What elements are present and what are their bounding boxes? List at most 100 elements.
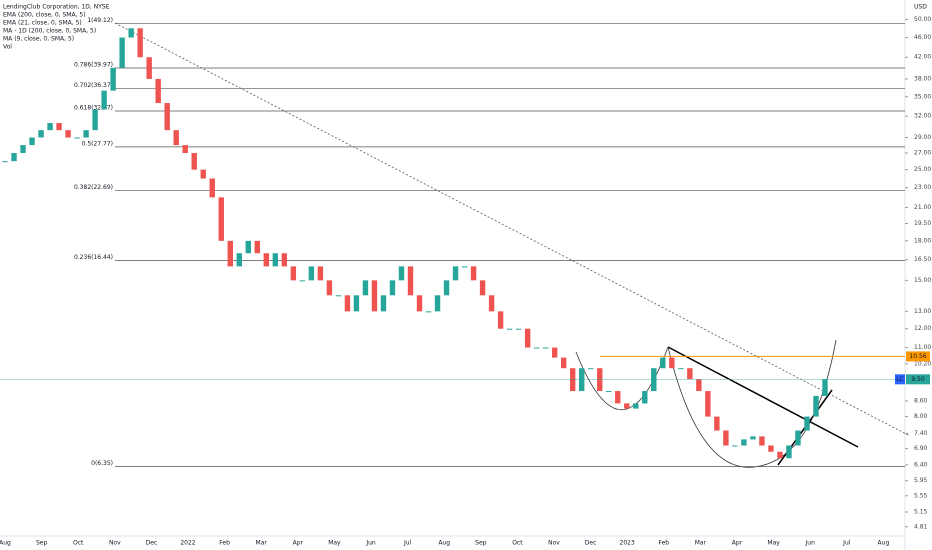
x-tick-label: Feb [658, 540, 669, 547]
candle-body [281, 253, 288, 267]
y-tick-label: 5.15 [914, 508, 928, 515]
candle-body [326, 280, 333, 296]
candle-body [92, 109, 98, 131]
trend-line [667, 346, 859, 448]
candle-body [290, 266, 297, 281]
fib-label: 0(6.35) [91, 460, 113, 467]
candle-body [443, 280, 450, 296]
candle-body [308, 266, 315, 281]
x-tick-label: Sep [475, 540, 487, 547]
candle-body [777, 451, 783, 459]
x-tick-label: Apr [293, 540, 304, 547]
candle-body [209, 178, 215, 198]
candle-body [11, 152, 17, 162]
candle-body [83, 130, 89, 138]
candle-body [2, 161, 8, 163]
currency: USD [914, 4, 927, 11]
price-axis: 50.00 46.00 42.00 38.00 35.00 32.00 29.00 27.00… [905, 16, 931, 530]
fib-label: 0.702(36.37) [74, 82, 113, 89]
candle-body [633, 403, 639, 409]
candle-body [56, 123, 62, 131]
y-tick-label: 6.90 [914, 445, 928, 452]
x-tick-label: Jun [365, 540, 376, 547]
x-tick-label: Oct [73, 540, 84, 547]
candle-body [515, 328, 522, 330]
x-tick-label: 2023 [620, 540, 635, 547]
x-tick-label: Jun [805, 540, 816, 547]
candle-body [678, 368, 684, 370]
x-tick-label: Sep [36, 540, 48, 547]
candle-body [47, 123, 53, 131]
candle-body [479, 280, 486, 296]
candle-body [624, 403, 630, 409]
indicator: EMA (200, close, 0, SMA, 5) [3, 12, 86, 19]
y-tick-label: 8.60 [914, 397, 928, 404]
candle-body [200, 169, 206, 179]
y-tick-label: 7.40 [914, 430, 928, 437]
y-tick-label: 5.95 [914, 477, 928, 484]
x-tick-label: Mar [256, 540, 268, 547]
candle-body [29, 137, 35, 146]
candle-body [452, 266, 459, 281]
candle-body [227, 240, 233, 267]
candle-body [551, 347, 558, 358]
candle-body [723, 430, 729, 446]
fib-label: 0.5(27.77) [82, 140, 113, 147]
price-tag-label: 9.50 [911, 376, 925, 383]
candle-body [524, 328, 531, 348]
candle-body [786, 445, 792, 459]
symbol-tag [895, 374, 905, 385]
candle-body [119, 37, 125, 68]
x-tick-label: Feb [219, 540, 230, 547]
candle-body [560, 357, 567, 369]
candle-body [425, 311, 432, 313]
y-tick-label: 27.00 [914, 149, 931, 156]
y-tick-label: 19.50 [914, 220, 931, 227]
candle-body [579, 368, 585, 392]
y-tick-label: 35.00 [914, 93, 931, 100]
cup-shape [667, 339, 837, 468]
candle-body [74, 137, 80, 139]
candle-body [488, 295, 495, 312]
candle-body [245, 240, 251, 254]
candle-body [389, 280, 396, 296]
candle-body [371, 280, 378, 312]
cup-shape [575, 346, 669, 411]
x-tick-label: May [767, 540, 780, 547]
x-tick-label: Jul [403, 540, 412, 547]
candle-body [569, 368, 576, 392]
price-tag [906, 351, 930, 362]
candle-body [398, 266, 405, 281]
y-tick-label: 50.00 [914, 16, 931, 23]
candle-body [606, 391, 612, 393]
fib-label: 0.618(32.77) [74, 105, 113, 112]
candle-body [732, 445, 738, 447]
candle-body [362, 280, 369, 296]
candle-body [128, 28, 134, 38]
candle-body [795, 430, 801, 446]
y-tick-label: 21.00 [914, 204, 931, 211]
x-tick-label: Dec [146, 540, 158, 547]
candle-body [20, 145, 26, 153]
y-tick-label: 25.00 [914, 166, 931, 173]
candle-body [615, 391, 621, 404]
candle-body [813, 395, 819, 417]
indicator: MA - 1D (200, close, 0, SMA, 5) [3, 28, 96, 35]
candle-body [696, 379, 702, 392]
symbol-label: LC [896, 376, 904, 383]
y-tick-label: 11.00 [914, 344, 931, 351]
candle-body [344, 295, 351, 312]
x-tick-label: Jul [842, 540, 851, 547]
y-tick-label: 18.00 [914, 237, 931, 244]
y-tick-label: 6.40 [914, 461, 928, 468]
candle-body [506, 328, 513, 330]
candle-body [533, 347, 540, 349]
y-tick-label: 38.00 [914, 75, 931, 82]
chart-title: LendingClub Corporation, 1D, NYSE [3, 4, 110, 11]
candle-body [470, 266, 477, 281]
candle-body [651, 368, 657, 392]
x-tick-label: Aug [878, 540, 890, 547]
candle-body [687, 368, 693, 380]
candle-body [705, 391, 711, 417]
x-tick-label: 2022 [180, 540, 195, 547]
